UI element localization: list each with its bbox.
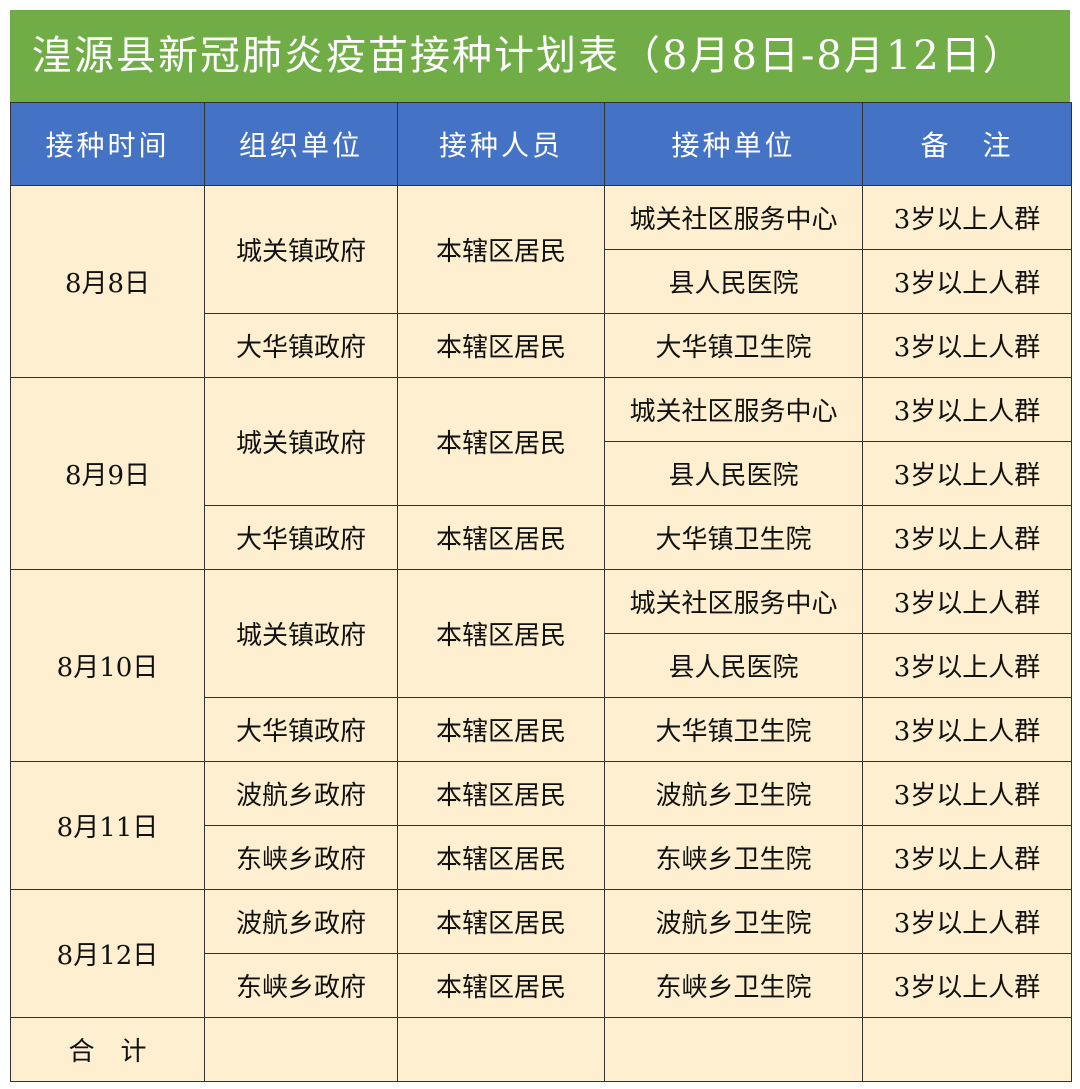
site-cell: 东峡乡卫生院 <box>604 825 863 890</box>
site-cell: 城关社区服务中心 <box>604 377 863 442</box>
people-cell: 本辖区居民 <box>397 313 605 378</box>
table-row: 8月9日 城关镇政府 本辖区居民 城关社区服务中心 3岁以上人群 <box>10 377 1072 570</box>
people-cell: 本辖区居民 <box>397 185 605 314</box>
date-cell: 8月11日 <box>10 761 205 890</box>
site-cell: 波航乡卫生院 <box>604 761 863 826</box>
table-row: 8月10日 城关镇政府 本辖区居民 城关社区服务中心 3岁以上人群 <box>10 569 1072 762</box>
note-cell: 3岁以上人群 <box>862 825 1072 890</box>
header-note: 备 注 <box>862 102 1072 186</box>
header-people: 接种人员 <box>397 102 605 186</box>
people-cell: 本辖区居民 <box>397 697 605 762</box>
note-cell: 3岁以上人群 <box>862 761 1072 826</box>
header-org: 组织单位 <box>204 102 398 186</box>
site-cell: 东峡乡卫生院 <box>604 953 863 1018</box>
vaccination-schedule-table: 接种时间 组织单位 接种人员 接种单位 备 注 8月8日 城关镇政府 本辖区居民 城关… <box>10 102 1072 1082</box>
table-row: 县人民医院 3岁以上人群 <box>11 441 1072 506</box>
note-cell: 3岁以上人群 <box>862 249 1072 314</box>
org-cell: 城关镇政府 <box>204 377 398 506</box>
note-cell: 3岁以上人群 <box>862 569 1072 634</box>
note-cell: 3岁以上人群 <box>862 505 1072 570</box>
total-empty-cell <box>604 1017 863 1082</box>
org-cell: 城关镇政府 <box>204 569 398 698</box>
header-row: 接种时间 组织单位 接种人员 接种单位 备 注 <box>10 102 1072 186</box>
note-cell: 3岁以上人群 <box>862 889 1072 954</box>
header-time: 接种时间 <box>10 102 205 186</box>
org-cell: 大华镇政府 <box>204 313 398 378</box>
people-cell: 本辖区居民 <box>397 505 605 570</box>
site-cell: 波航乡卫生院 <box>604 889 863 954</box>
date-cell: 8月8日 <box>10 185 205 378</box>
note-cell: 3岁以上人群 <box>862 697 1072 762</box>
people-cell: 本辖区居民 <box>397 953 605 1018</box>
note-cell: 3岁以上人群 <box>862 953 1072 1018</box>
org-cell: 东峡乡政府 <box>204 825 398 890</box>
table-row: 县人民医院 3岁以上人群 <box>11 249 1072 314</box>
table-row: 东峡乡政府 本辖区居民 东峡乡卫生院 3岁以上人群 <box>11 825 1072 890</box>
site-cell: 城关社区服务中心 <box>604 569 863 634</box>
org-cell: 波航乡政府 <box>204 761 398 826</box>
org-cell: 波航乡政府 <box>204 889 398 954</box>
note-cell: 3岁以上人群 <box>862 633 1072 698</box>
table-row: 县人民医院 3岁以上人群 <box>11 633 1072 698</box>
table-row: 大华镇政府 本辖区居民 大华镇卫生院 3岁以上人群 <box>11 505 1072 570</box>
header-site: 接种单位 <box>604 102 863 186</box>
total-empty-cell <box>397 1017 605 1082</box>
date-cell: 8月10日 <box>10 569 205 762</box>
org-cell: 大华镇政府 <box>204 505 398 570</box>
people-cell: 本辖区居民 <box>397 761 605 826</box>
note-cell: 3岁以上人群 <box>862 185 1072 250</box>
site-cell: 县人民医院 <box>604 249 863 314</box>
people-cell: 本辖区居民 <box>397 825 605 890</box>
table-row: 8月8日 城关镇政府 本辖区居民 城关社区服务中心 3岁以上人群 <box>10 185 1072 378</box>
org-cell: 大华镇政府 <box>204 697 398 762</box>
total-empty-cell <box>862 1017 1072 1082</box>
total-empty-cell <box>204 1017 398 1082</box>
note-cell: 3岁以上人群 <box>862 313 1072 378</box>
people-cell: 本辖区居民 <box>397 569 605 698</box>
site-cell: 县人民医院 <box>604 441 863 506</box>
table-title: 湟源县新冠肺炎疫苗接种计划表（8月8日-8月12日） <box>10 10 1070 102</box>
site-cell: 大华镇卫生院 <box>604 505 863 570</box>
table-row: 8月12日 波航乡政府 本辖区居民 波航乡卫生院 3岁以上人群 <box>10 889 1072 1018</box>
total-row: 合 计 <box>10 1017 1072 1082</box>
org-cell: 城关镇政府 <box>204 185 398 314</box>
site-cell: 大华镇卫生院 <box>604 313 863 378</box>
total-label: 合 计 <box>10 1017 205 1082</box>
site-cell: 县人民医院 <box>604 633 863 698</box>
org-cell: 东峡乡政府 <box>204 953 398 1018</box>
people-cell: 本辖区居民 <box>397 377 605 506</box>
date-cell: 8月12日 <box>10 889 205 1018</box>
site-cell: 大华镇卫生院 <box>604 697 863 762</box>
table-row: 东峡乡政府 本辖区居民 东峡乡卫生院 3岁以上人群 <box>11 953 1072 1018</box>
note-cell: 3岁以上人群 <box>862 441 1072 506</box>
table-row: 8月11日 波航乡政府 本辖区居民 波航乡卫生院 3岁以上人群 <box>10 761 1072 890</box>
site-cell: 城关社区服务中心 <box>604 185 863 250</box>
note-cell: 3岁以上人群 <box>862 377 1072 442</box>
people-cell: 本辖区居民 <box>397 889 605 954</box>
date-cell: 8月9日 <box>10 377 205 570</box>
table-row: 大华镇政府 本辖区居民 大华镇卫生院 3岁以上人群 <box>11 313 1072 378</box>
